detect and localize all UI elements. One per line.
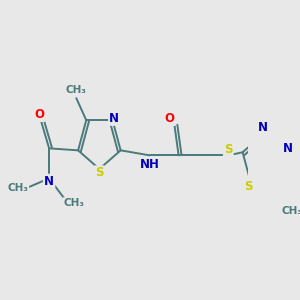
- Text: N: N: [109, 112, 119, 125]
- Text: N: N: [258, 121, 268, 134]
- Text: O: O: [164, 112, 175, 125]
- Text: CH₃: CH₃: [7, 183, 28, 193]
- Text: CH₃: CH₃: [64, 198, 85, 208]
- Text: CH₃: CH₃: [66, 85, 87, 95]
- Text: S: S: [224, 143, 232, 156]
- Text: N: N: [283, 142, 293, 155]
- Text: S: S: [244, 180, 253, 193]
- Text: NH: NH: [140, 158, 160, 171]
- Text: S: S: [95, 167, 103, 179]
- Text: O: O: [34, 108, 44, 121]
- Text: N: N: [44, 175, 54, 188]
- Text: CH₃: CH₃: [282, 206, 300, 216]
